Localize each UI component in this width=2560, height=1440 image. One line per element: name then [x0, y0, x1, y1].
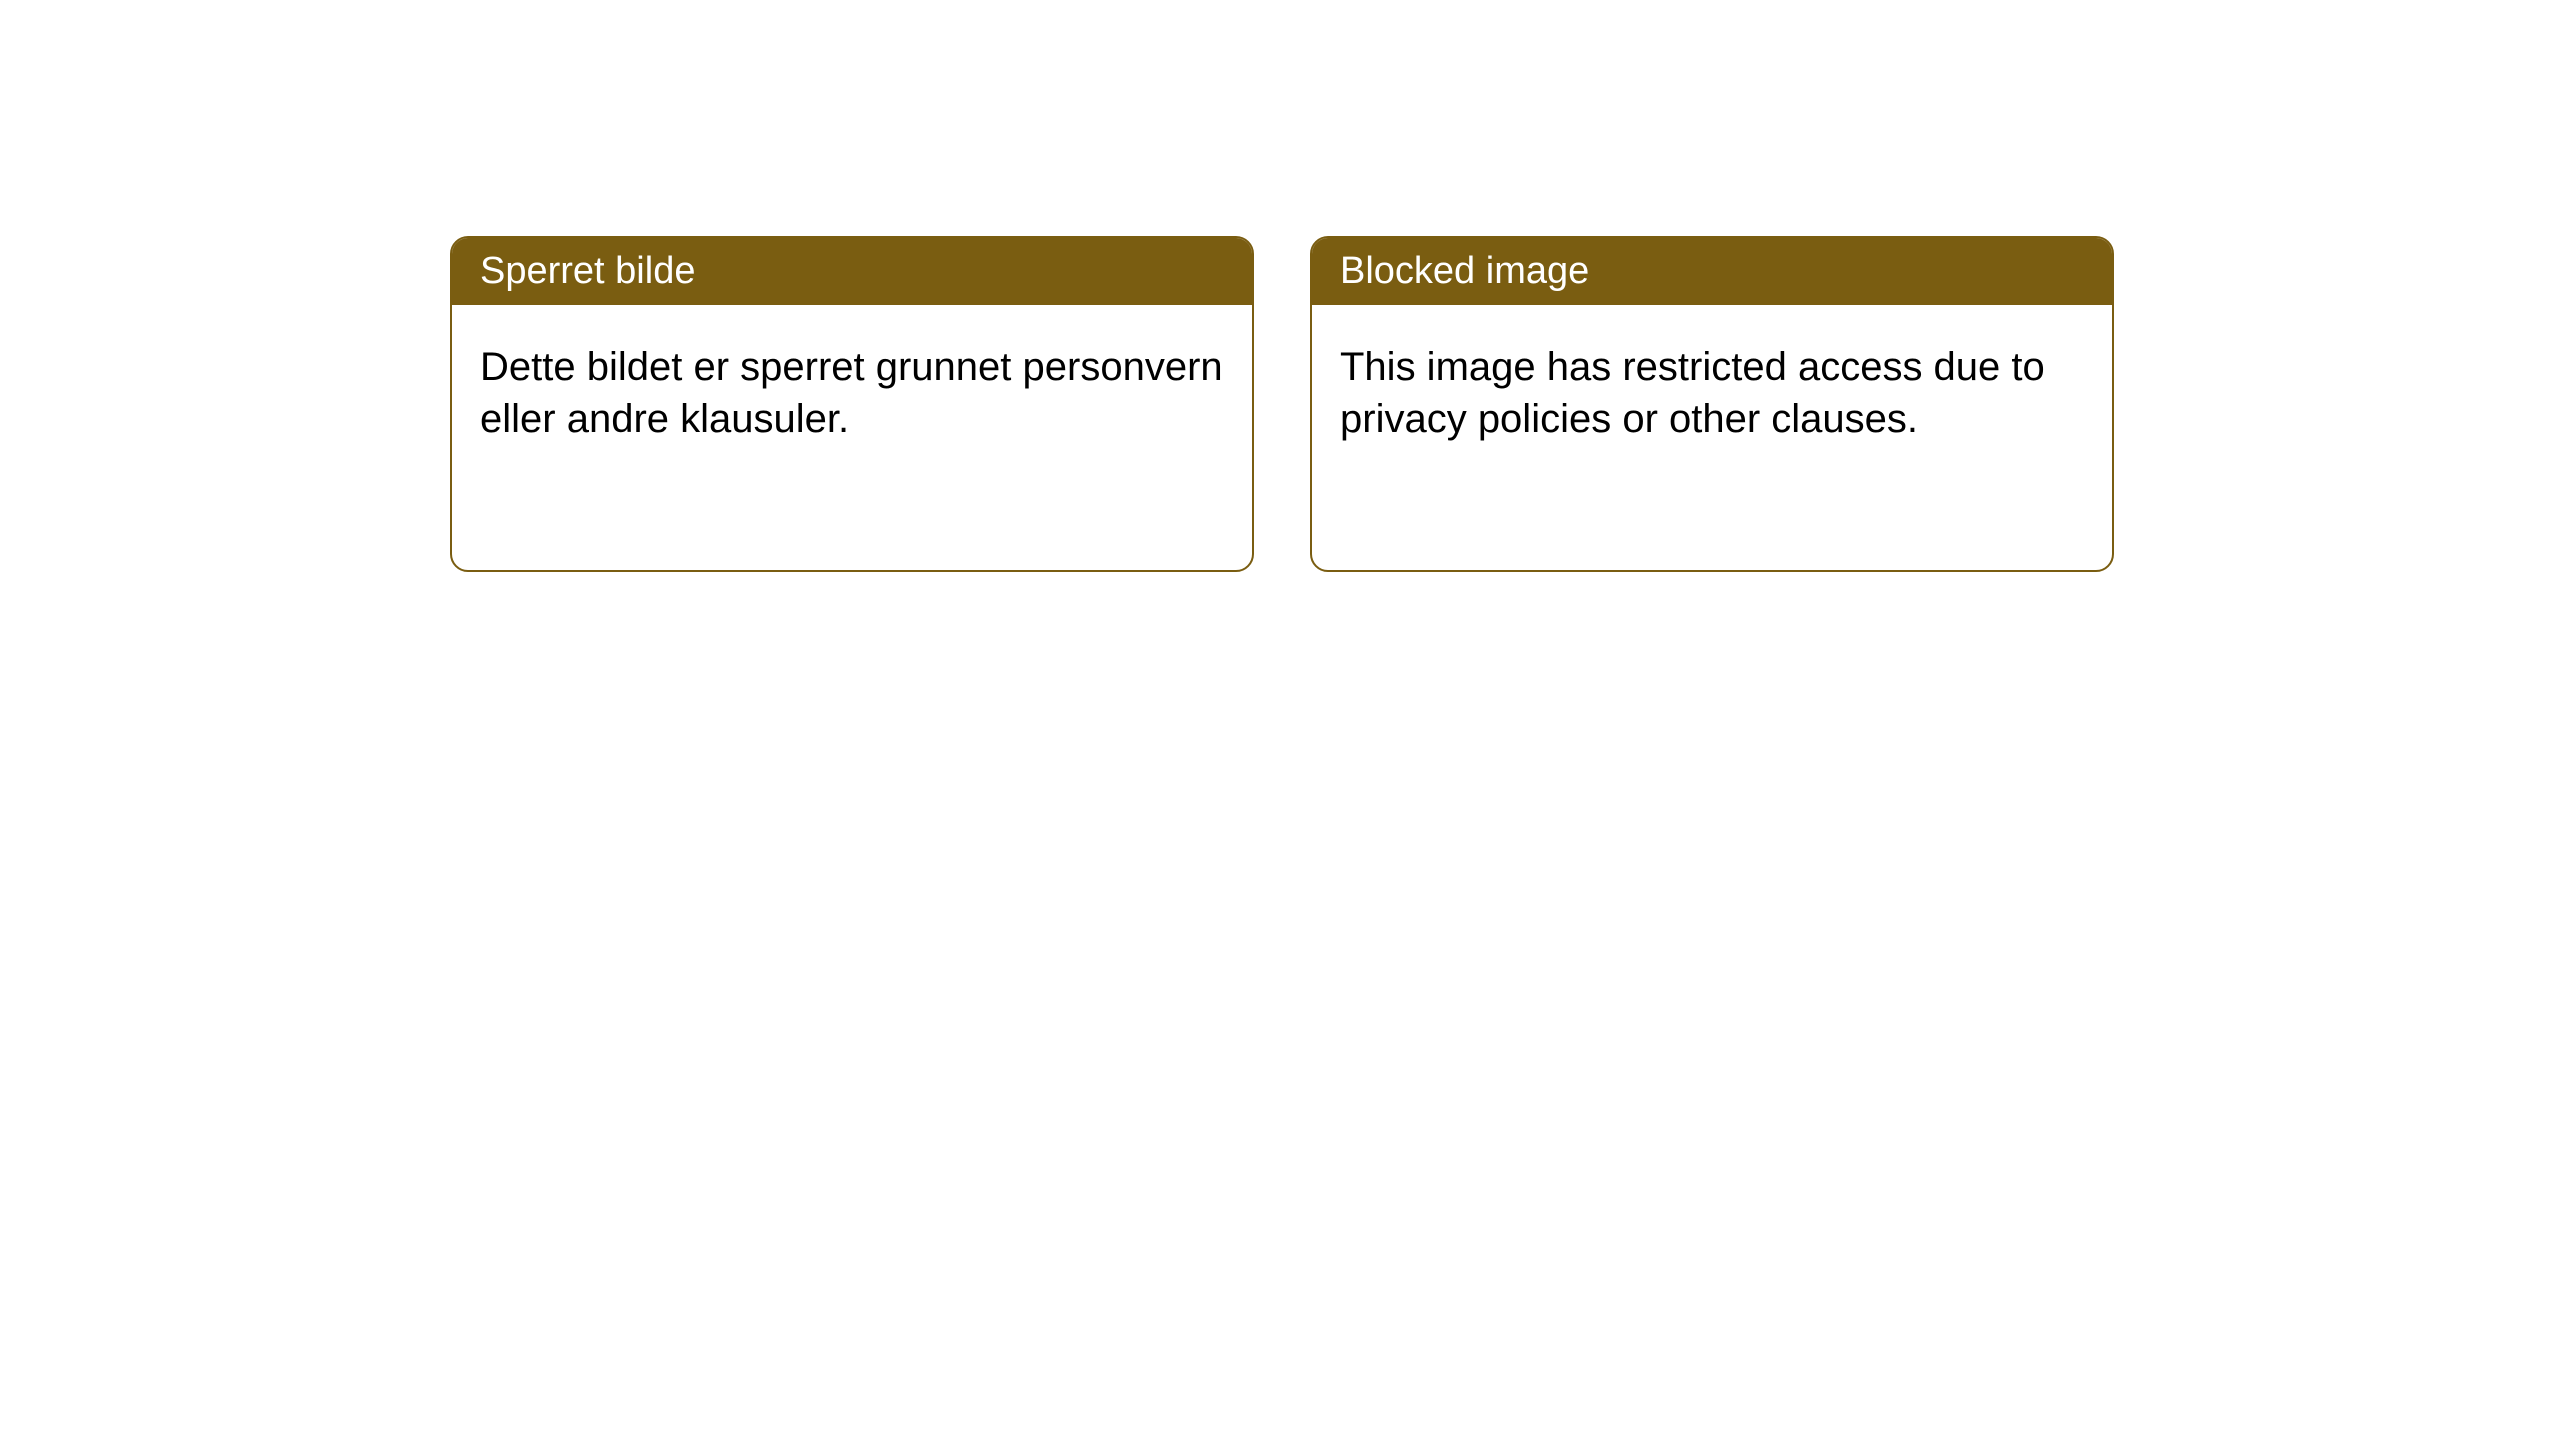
card-body-norwegian: Dette bildet er sperret grunnet personve… [452, 305, 1252, 481]
blocked-image-card-english: Blocked image This image has restricted … [1310, 236, 2114, 572]
blocked-image-card-norwegian: Sperret bilde Dette bildet er sperret gr… [450, 236, 1254, 572]
card-text-norwegian: Dette bildet er sperret grunnet personve… [480, 345, 1223, 441]
card-header-english: Blocked image [1312, 238, 2112, 305]
card-header-norwegian: Sperret bilde [452, 238, 1252, 305]
card-text-english: This image has restricted access due to … [1340, 345, 2045, 441]
card-body-english: This image has restricted access due to … [1312, 305, 2112, 481]
card-title-english: Blocked image [1340, 250, 1589, 292]
card-title-norwegian: Sperret bilde [480, 250, 695, 292]
notice-container: Sperret bilde Dette bildet er sperret gr… [0, 0, 2560, 572]
